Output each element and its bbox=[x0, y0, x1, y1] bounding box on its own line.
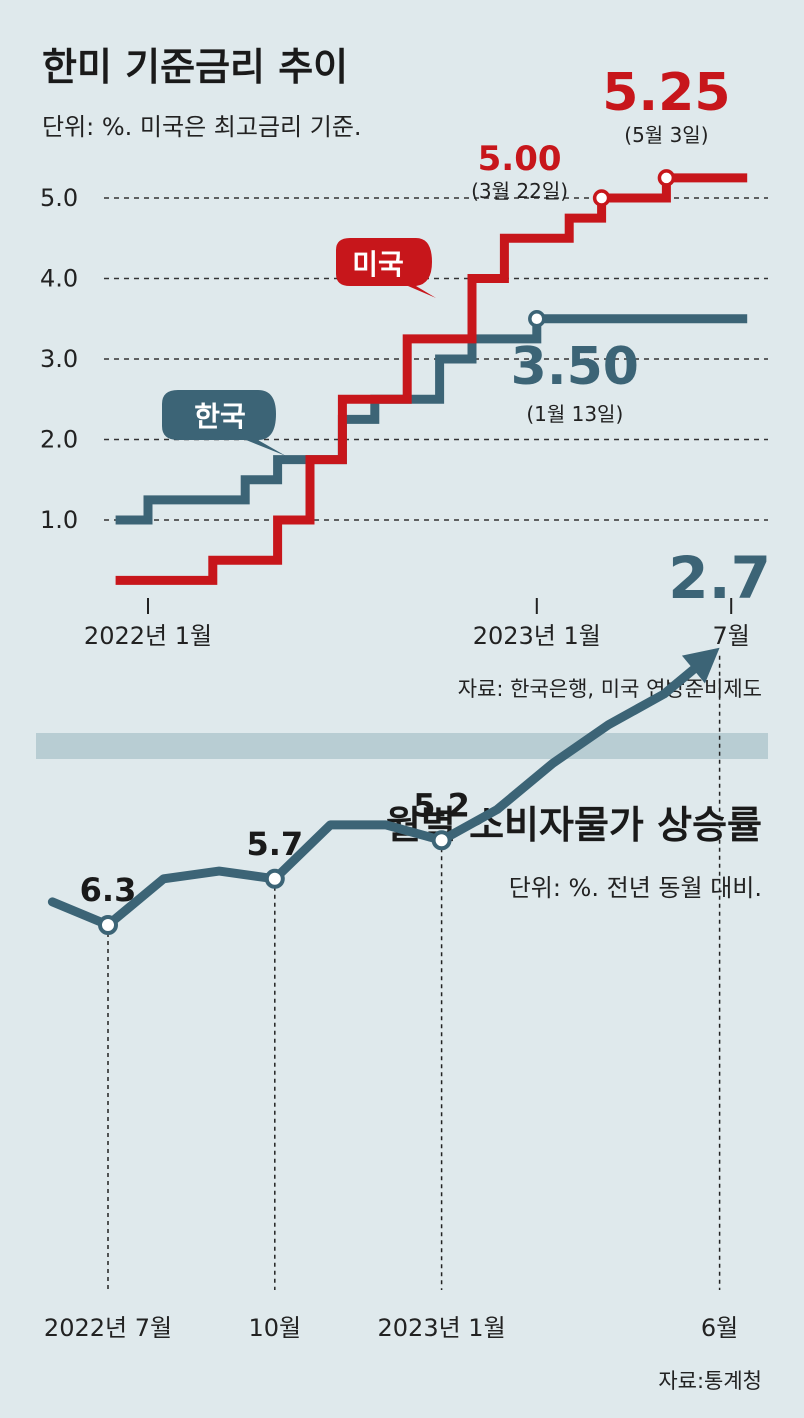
annotation-marker bbox=[528, 310, 546, 328]
annotation-value: 5.00 bbox=[478, 139, 562, 179]
x-tick-label: 6월 bbox=[701, 1314, 738, 1342]
chart2-unit: 단위: %. 전년 동월 대비. bbox=[509, 874, 762, 902]
y-tick-label: 5.0 bbox=[40, 184, 78, 212]
series-line bbox=[115, 173, 748, 585]
annotation-marker bbox=[592, 189, 611, 207]
x-tick-label: 2023년 1월 bbox=[378, 1314, 506, 1342]
cpi-value-label: 6.3 bbox=[80, 871, 137, 909]
annotation-date: (1월 13일) bbox=[526, 402, 623, 426]
chart2-x-ticks: 2022년 7월 10월 2023년 1월 6월 bbox=[44, 1314, 738, 1342]
chart1-x-ticks: 2022년 1월 2023년 1월 7월 bbox=[84, 598, 750, 650]
chart1-source: 자료: 한국은행, 미국 연방준비제도 bbox=[458, 677, 762, 701]
legend-us-bubble bbox=[336, 238, 436, 298]
legend-korea-label: 한국 bbox=[194, 400, 246, 433]
cpi-value-label: 5.2 bbox=[413, 786, 470, 824]
chart2-source: 자료:통계청 bbox=[658, 1369, 762, 1393]
chart1-y-ticks: 1.0 2.0 3.0 4.0 5.0 bbox=[40, 184, 78, 534]
cpi-line bbox=[47, 656, 709, 930]
annotation-value: 3.50 bbox=[511, 337, 639, 397]
legend-us-label: 미국 bbox=[352, 248, 404, 281]
legend-korea-bubble bbox=[162, 390, 286, 456]
annotation-marker bbox=[657, 169, 676, 187]
cpi-value-label: 2.7 bbox=[668, 544, 771, 612]
y-tick-label: 1.0 bbox=[40, 506, 78, 534]
chart1-unit: 단위: %. 미국은 최고금리 기준. bbox=[42, 113, 362, 141]
section-divider bbox=[36, 733, 768, 759]
series-line bbox=[115, 314, 748, 525]
legend-korea: 한국 bbox=[162, 390, 286, 456]
chart1-series: 5.00(3월 22일) 5.25(5월 3일) 3.50 (1월 13일) bbox=[115, 63, 748, 585]
annotation-value: 5.25 bbox=[602, 63, 730, 123]
chart1-title: 한미 기준금리 추이 bbox=[42, 45, 348, 89]
cpi-marker bbox=[264, 868, 285, 889]
y-tick-label: 4.0 bbox=[40, 265, 78, 293]
annotation-date: (5월 3일) bbox=[624, 123, 708, 147]
cpi-marker bbox=[431, 830, 452, 851]
x-tick-label: 10월 bbox=[248, 1314, 301, 1342]
cpi-marker bbox=[98, 915, 118, 935]
cpi-value-label: 5.7 bbox=[246, 825, 303, 863]
chart2-guides bbox=[107, 655, 721, 1290]
x-tick-label: 2023년 1월 bbox=[473, 622, 601, 650]
y-tick-label: 2.0 bbox=[40, 426, 78, 454]
cpi-arrowhead bbox=[681, 647, 720, 684]
chart2-series: 6.3 5.7 5.2 2.7 bbox=[47, 544, 771, 935]
y-tick-label: 3.0 bbox=[40, 345, 78, 373]
x-tick-label: 7월 bbox=[713, 622, 750, 650]
x-tick-label: 2022년 7월 bbox=[44, 1314, 172, 1342]
legend-us: 미국 bbox=[336, 238, 436, 298]
x-tick-label: 2022년 1월 bbox=[84, 622, 212, 650]
annotation-date: (3월 22일) bbox=[471, 179, 568, 203]
